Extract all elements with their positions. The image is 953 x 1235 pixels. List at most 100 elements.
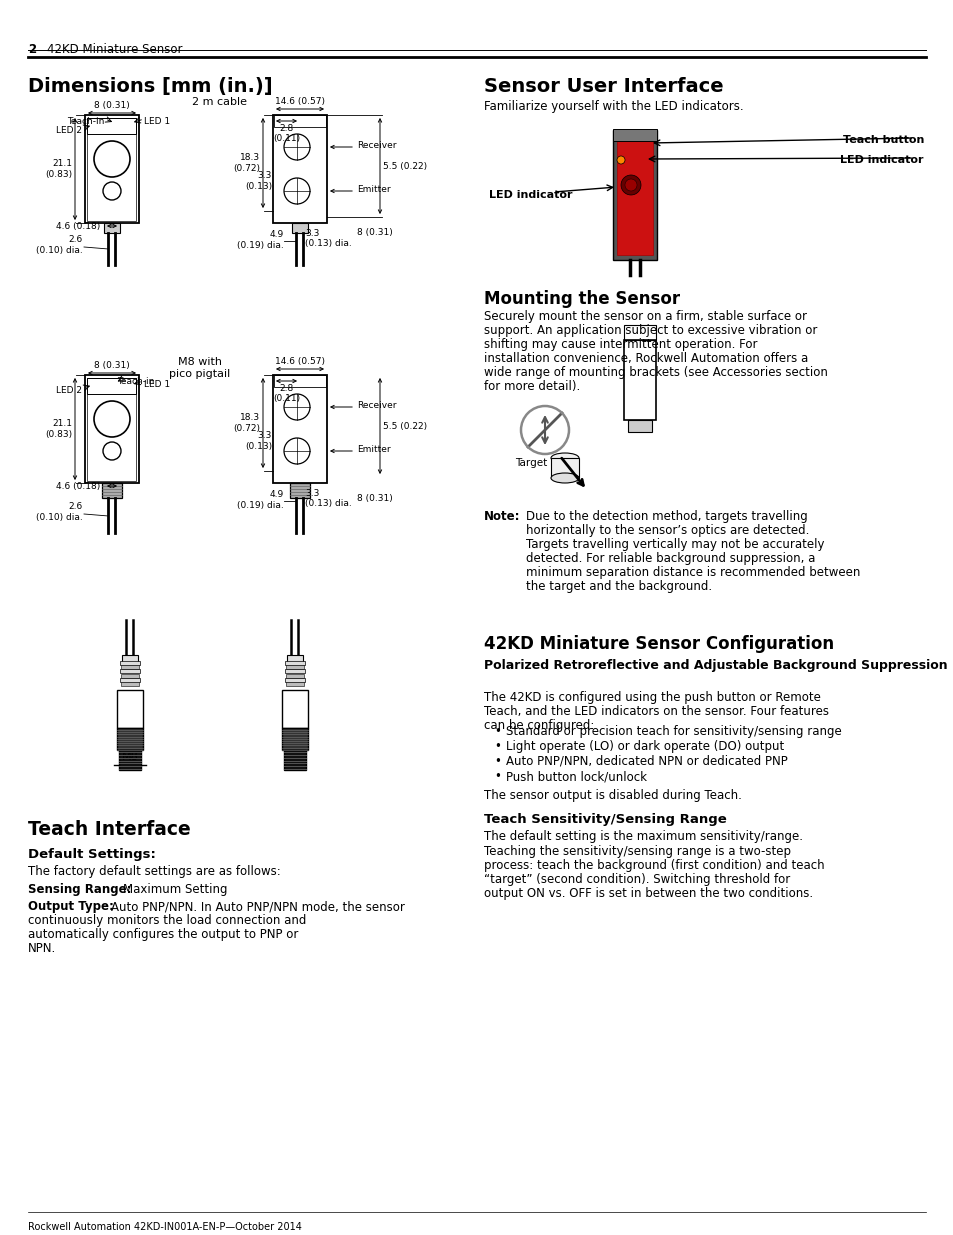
Text: 8 (0.31): 8 (0.31) [356,494,393,504]
Bar [274,375,326,387]
Text: Targets travelling vertically may not be accurately: Targets travelling vertically may not be… [525,538,823,551]
Bar [285,678,305,682]
Text: Maximum Setting: Maximum Setting [123,883,227,897]
Bar [284,750,306,769]
Text: 8 (0.31): 8 (0.31) [94,361,130,370]
Text: 2.6
(0.10) dia.: 2.6 (0.10) dia. [36,503,83,521]
Bar [121,666,139,669]
Bar [88,378,136,394]
Text: the target and the background.: the target and the background. [525,580,711,593]
Bar [282,690,308,727]
Text: Target: Target [515,458,546,468]
Bar [117,727,143,750]
Bar [273,115,327,224]
Text: M8: M8 [121,752,138,762]
Text: The sensor output is disabled during Teach.: The sensor output is disabled during Tea… [483,789,741,802]
Text: automatically configures the output to PNP or: automatically configures the output to P… [28,927,298,941]
Bar [119,750,141,769]
Circle shape [624,179,637,191]
Text: 14.6 (0.57): 14.6 (0.57) [274,357,325,366]
Text: minimum separation distance is recommended between: minimum separation distance is recommend… [525,566,860,579]
Bar [120,678,140,682]
Ellipse shape [551,473,578,483]
Text: LED indicator: LED indicator [840,156,923,165]
Circle shape [620,175,640,195]
Text: Teach Sensitivity/Sensing Range: Teach Sensitivity/Sensing Range [483,813,726,826]
Bar [104,224,120,233]
Text: 21.1
(0.83): 21.1 (0.83) [45,420,71,438]
Text: Emitter: Emitter [356,446,390,454]
Bar [285,669,305,673]
Text: 4.9
(0.19) dia.: 4.9 (0.19) dia. [237,490,284,510]
Text: The factory default settings are as follows:: The factory default settings are as foll… [28,864,280,878]
Bar [285,661,305,664]
Text: Familiarize yourself with the LED indicators.: Familiarize yourself with the LED indica… [483,100,742,112]
Bar [613,130,657,261]
Bar [627,420,651,432]
Bar [273,375,327,483]
Bar [88,117,136,133]
Circle shape [617,156,624,164]
Text: LED 2: LED 2 [56,387,82,395]
Text: 21.1
(0.83): 21.1 (0.83) [45,159,71,179]
Bar [286,673,304,678]
Text: 42KD Miniature Sensor: 42KD Miniature Sensor [47,43,182,56]
Text: Dimensions [mm (in.)]: Dimensions [mm (in.)] [28,77,273,96]
Text: 18.3
(0.72): 18.3 (0.72) [233,414,260,432]
Bar [88,117,136,221]
Bar [120,661,140,664]
Bar [290,483,310,498]
Bar [122,655,138,663]
Bar [274,115,326,127]
Bar [286,682,304,685]
Text: horizontally to the sensor’s optics are detected.: horizontally to the sensor’s optics are … [525,524,808,537]
Text: Securely mount the sensor on a firm, stable surface or: Securely mount the sensor on a firm, sta… [483,310,806,324]
Bar [120,669,140,673]
Bar [623,325,656,340]
Bar [102,483,122,498]
Text: Auto PNP/NPN, dedicated NPN or dedicated PNP: Auto PNP/NPN, dedicated NPN or dedicated… [505,755,787,768]
Text: 2 m cable: 2 m cable [193,98,247,107]
Text: LED 2: LED 2 [56,126,82,135]
Text: 4.6 (0.18): 4.6 (0.18) [55,221,100,231]
Bar [292,224,308,233]
Text: Rockwell Automation 42KD-IN001A-EN-P—October 2014: Rockwell Automation 42KD-IN001A-EN-P—Oct… [28,1221,301,1233]
Text: Receiver: Receiver [356,142,396,151]
Text: shifting may cause intermittent operation. For: shifting may cause intermittent operatio… [483,338,757,351]
Bar [617,135,652,254]
Text: “target” (second condition). Switching threshold for: “target” (second condition). Switching t… [483,873,789,885]
Text: Emitter: Emitter [356,185,390,194]
Bar [282,727,308,750]
Text: The 42KD is configured using the push button or Remote: The 42KD is configured using the push bu… [483,692,820,704]
Text: Teaching the sensitivity/sensing range is a two-step: Teaching the sensitivity/sensing range i… [483,845,790,858]
Text: installation convenience, Rockwell Automation offers a: installation convenience, Rockwell Autom… [483,352,807,366]
Text: 2.8
(0.11): 2.8 (0.11) [273,384,300,404]
Text: Teach Interface: Teach Interface [28,820,191,839]
Text: LED 1: LED 1 [144,380,170,389]
Text: 3.3
(0.13): 3.3 (0.13) [245,431,272,451]
Text: support. An application subject to excessive vibration or: support. An application subject to exces… [483,324,817,337]
Text: 3.3
(0.13): 3.3 (0.13) [245,172,272,190]
Text: output ON vs. OFF is set in between the two conditions.: output ON vs. OFF is set in between the … [483,887,812,900]
Text: •: • [494,725,500,739]
Text: 42KD Miniature Sensor Configuration: 42KD Miniature Sensor Configuration [483,635,833,653]
Text: Due to the detection method, targets travelling: Due to the detection method, targets tra… [525,510,807,522]
Text: Sensor User Interface: Sensor User Interface [483,77,723,96]
Text: 5.5 (0.22): 5.5 (0.22) [382,421,427,431]
Text: Teach, and the LED indicators on the sensor. Four features: Teach, and the LED indicators on the sen… [483,705,828,718]
Text: Teach button: Teach button [841,135,923,144]
Text: Default Settings:: Default Settings: [28,848,155,861]
Bar [117,690,143,727]
Text: 2.8
(0.11): 2.8 (0.11) [273,124,300,143]
Bar [88,378,136,480]
Text: •: • [494,740,500,753]
Text: 3.3
(0.13) dia.: 3.3 (0.13) dia. [305,228,352,248]
Text: 2.6
(0.10) dia.: 2.6 (0.10) dia. [36,236,83,254]
Bar [121,682,139,685]
Text: 8 (0.31): 8 (0.31) [356,228,393,237]
Text: can be configured:: can be configured: [483,719,594,732]
Text: Mounting the Sensor: Mounting the Sensor [483,290,679,308]
Text: 2: 2 [28,43,36,56]
Text: process: teach the background (first condition) and teach: process: teach the background (first con… [483,860,823,872]
Text: 18.3
(0.72): 18.3 (0.72) [233,153,260,173]
